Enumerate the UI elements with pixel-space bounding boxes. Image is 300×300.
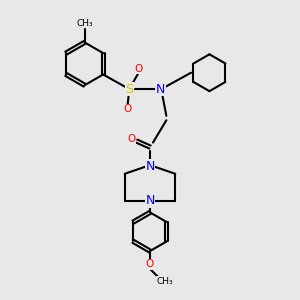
Text: CH₃: CH₃	[76, 19, 93, 28]
Text: O: O	[146, 260, 154, 269]
Text: N: N	[145, 194, 155, 207]
Text: CH₃: CH₃	[157, 277, 173, 286]
Text: S: S	[125, 82, 133, 96]
Text: O: O	[128, 134, 136, 144]
Text: N: N	[156, 82, 165, 96]
Text: N: N	[145, 160, 155, 173]
Text: O: O	[124, 104, 132, 114]
Text: O: O	[134, 64, 142, 74]
